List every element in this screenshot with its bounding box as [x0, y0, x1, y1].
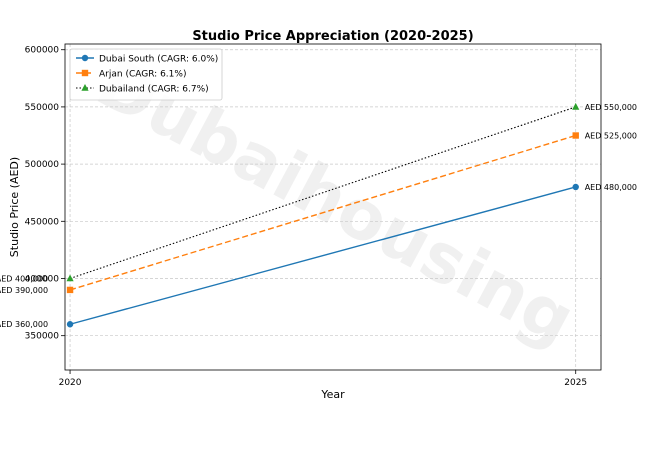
data-label: AED 525,000: [585, 132, 637, 141]
y-tick-label: 600000: [25, 46, 60, 56]
data-point: [66, 274, 74, 282]
legend-marker: [81, 54, 89, 62]
x-tick-label: 2025: [564, 378, 587, 388]
legend-marker: [81, 69, 89, 77]
x-axis-ticks: 2020 2025: [59, 370, 587, 388]
data-point: [572, 102, 580, 110]
y-axis-label: Studio Price (AED): [8, 157, 21, 257]
plot-frame: [64, 43, 602, 371]
legend: Dubai South (CAGR: 6.0%) Arjan (CAGR: 6.1…: [69, 48, 223, 101]
grid-lines: [65, 44, 601, 370]
chart-title: Studio Price Appreciation (2020-2025): [192, 29, 473, 44]
data-point: [66, 286, 74, 294]
data-point: [572, 183, 579, 191]
y-tick-label: 550000: [25, 103, 60, 113]
data-labels: AED 360,000 AED 480,000 AED 390,000 AED 525…: [0, 103, 637, 329]
data-point: [572, 132, 579, 139]
y-axis-ticks: 350000 400000 450000 500000 550000 600000: [25, 46, 65, 342]
y-tick-label: 450000: [25, 217, 60, 227]
data-point: [66, 321, 74, 328]
series-line-3: [69, 106, 576, 280]
x-tick-label: 2020: [59, 378, 82, 388]
series-line-2: [69, 134, 576, 291]
legend-entry: Dubai South (CAGR: 6.0%): [99, 55, 218, 65]
legend-marker: [81, 84, 89, 91]
legend-entry: Dubailand (CAGR: 6.7%): [99, 85, 209, 95]
y-tick-label: 350000: [25, 332, 60, 342]
data-label: AED 360,000: [0, 320, 48, 329]
legend-entry: Arjan (CAGR: 6.1%): [99, 70, 186, 80]
x-axis-label: Year: [320, 388, 345, 401]
data-label: AED 550,000: [585, 103, 637, 112]
data-label: AED 390,000: [0, 286, 48, 295]
y-tick-label: 400000: [25, 274, 60, 284]
y-tick-label: 500000: [25, 160, 60, 170]
series-line-1: [69, 186, 576, 325]
data-label: AED 480,000: [585, 183, 637, 192]
series-layer: [66, 102, 580, 328]
legend-box: [69, 48, 223, 101]
data-label: AED 400,000: [0, 274, 48, 283]
